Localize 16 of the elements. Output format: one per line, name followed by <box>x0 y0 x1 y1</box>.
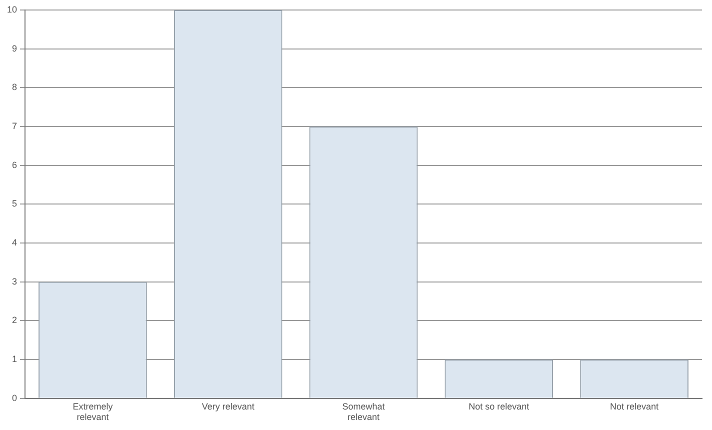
y-tick-label: 3 <box>12 276 18 286</box>
y-tick-label: 8 <box>12 82 18 92</box>
x-tick-label: Not relevant <box>610 401 660 412</box>
y-tick-label: 7 <box>12 121 18 132</box>
x-tick-label: Extremely relevant <box>72 401 114 422</box>
y-tick-label: 4 <box>12 238 18 248</box>
y-tick-label: 0 <box>12 392 18 403</box>
y-tick-label: 10 <box>6 4 18 14</box>
y-tick-label: 1 <box>12 354 18 364</box>
x-tick-label: Not so relevant <box>468 401 530 412</box>
y-tick-label: 9 <box>12 43 18 54</box>
y-tick-label: 2 <box>12 315 18 326</box>
y-tick-label: 5 <box>12 198 18 209</box>
x-tick-label: Very relevant <box>202 401 255 412</box>
x-tick-label: Somewhat relevant <box>342 401 386 422</box>
y-tick-label: 6 <box>12 160 18 170</box>
